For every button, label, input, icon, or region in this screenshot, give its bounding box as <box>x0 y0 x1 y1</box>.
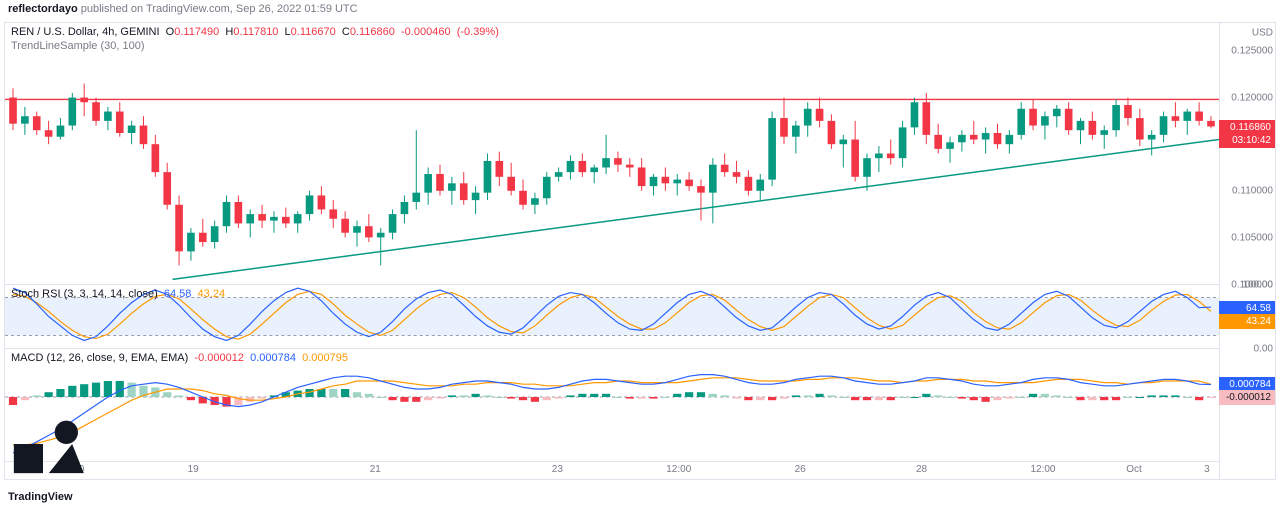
macd-legend: MACD (12, 26, close, 9, EMA, EMA) -0.000… <box>11 352 348 364</box>
chart-container: REN / U.S. Dollar, 4h, GEMINI O0.117490 … <box>4 22 1220 480</box>
macd-chart <box>5 349 1219 461</box>
price-pane[interactable]: REN / U.S. Dollar, 4h, GEMINI O0.117490 … <box>5 23 1219 285</box>
macd-pane[interactable]: MACD (12, 26, close, 9, EMA, EMA) -0.000… <box>5 349 1219 461</box>
publish-header: reflectordayo published on TradingView.c… <box>0 0 1280 20</box>
price-axis: USD0.1000000.1050000.1100000.1150000.120… <box>1220 22 1276 480</box>
stoch-legend: Stoch RSI (3, 3, 14, 14, close) 64.58 43… <box>11 288 225 300</box>
price-chart <box>5 23 1219 284</box>
time-axis: 12:0019212312:00262812:00Oct3 <box>5 461 1219 479</box>
tradingview-logo: TradingView <box>8 409 90 503</box>
price-legend: REN / U.S. Dollar, 4h, GEMINI O0.117490 … <box>11 26 499 52</box>
stoch-pane[interactable]: Stoch RSI (3, 3, 14, 14, close) 64.58 43… <box>5 285 1219 349</box>
